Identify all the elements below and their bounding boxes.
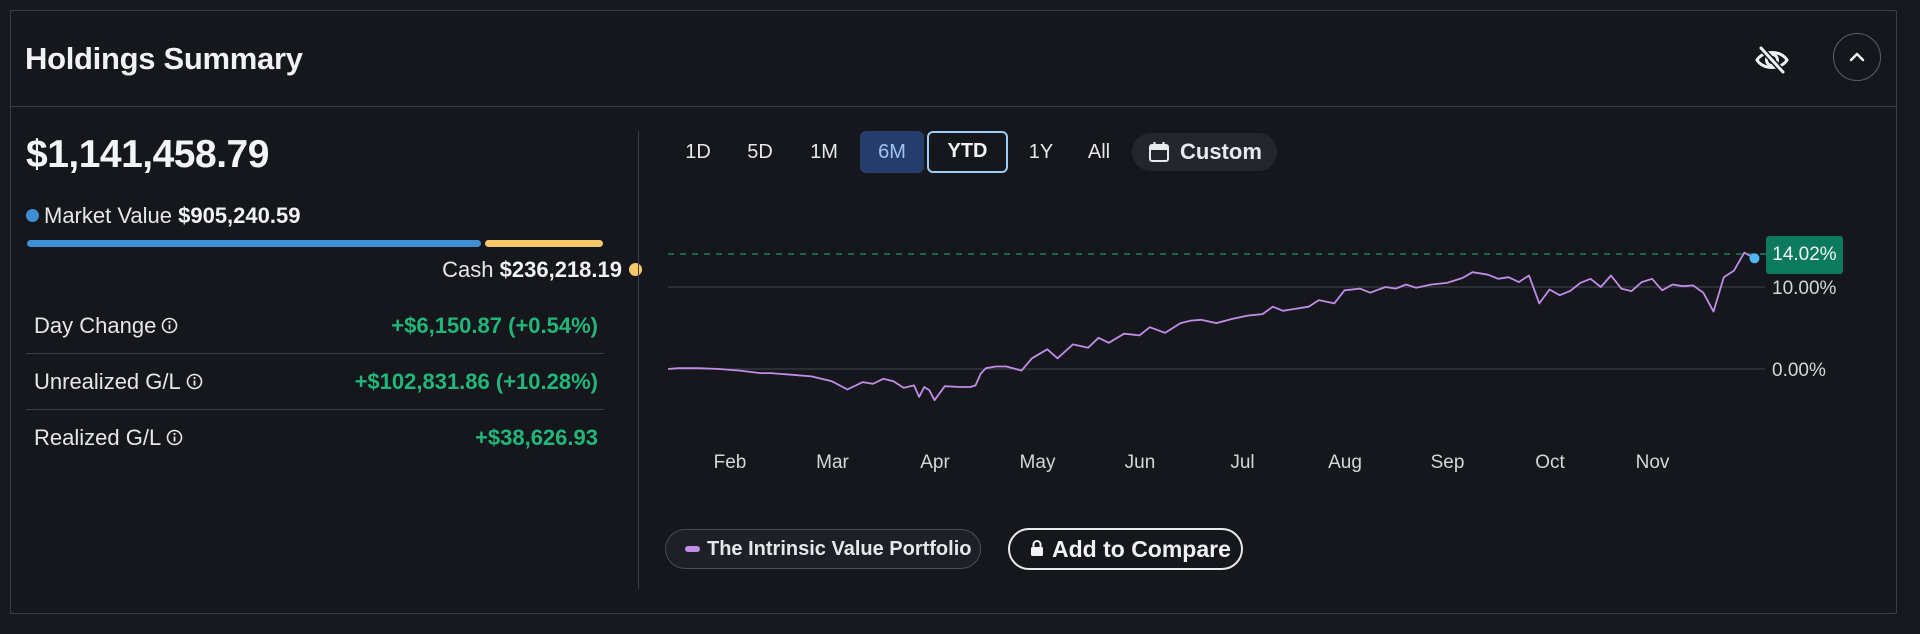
eye-slash-icon	[1755, 45, 1789, 75]
stat-row-unrealized: Unrealized G/L +$102,831.86 (+10.28%)	[26, 354, 604, 410]
day-change-value: +$6,150.87 (+0.54%)	[391, 313, 598, 338]
compare-label: Add to Compare	[1052, 536, 1231, 562]
holdings-summary-card: Holdings Summary	[10, 10, 1897, 614]
x-tick-label: Apr	[920, 452, 950, 473]
info-icon[interactable]	[166, 429, 183, 446]
current-value-tooltip: 14.02%	[1766, 236, 1843, 274]
add-to-compare-button[interactable]: Add to Compare	[1008, 528, 1243, 570]
legend-series-label: The Intrinsic Value Portfolio	[707, 538, 972, 560]
cash-row: Cash $236,218.19	[442, 257, 642, 283]
tab-1y[interactable]: 1Y	[1028, 141, 1054, 163]
x-tick-label: Mar	[816, 452, 849, 473]
collapse-button[interactable]	[1833, 33, 1881, 81]
x-tick-label: Sep	[1431, 452, 1465, 473]
series-end-point	[1749, 253, 1760, 264]
tab-5d[interactable]: 5D	[747, 141, 773, 163]
tab-ytd[interactable]: YTD	[927, 131, 1008, 173]
tab-1m[interactable]: 1M	[810, 141, 838, 163]
cash-label: Cash	[442, 257, 494, 282]
hide-values-button[interactable]	[1752, 44, 1792, 76]
series-line	[667, 251, 1755, 402]
chart-svg: 0.00% 10.00% Feb Mar Apr May Jun Jul Aug Sep Oct No…	[667, 251, 1837, 473]
calendar-icon	[1149, 142, 1169, 162]
realized-label: Realized G/L	[34, 425, 162, 450]
market-value-label: Market Value	[44, 203, 172, 228]
x-tick-label: Aug	[1328, 452, 1362, 473]
stat-row-realized: Realized G/L +$38,626.93	[26, 410, 604, 466]
info-icon[interactable]	[186, 373, 203, 390]
market-value-bar	[27, 240, 481, 247]
card-header: Holdings Summary	[11, 11, 1896, 107]
stat-row-day-change: Day Change +$6,150.87 (+0.54%)	[26, 298, 604, 354]
tab-1d[interactable]: 1D	[685, 141, 711, 163]
cash-bar	[485, 240, 603, 247]
total-value: $1,141,458.79	[26, 133, 269, 176]
info-icon[interactable]	[161, 317, 178, 334]
realized-value: +$38,626.93	[475, 425, 598, 450]
y-tick-label: 10.00%	[1772, 278, 1837, 299]
market-value-amount: $905,240.59	[178, 203, 301, 228]
x-tick-label: Feb	[714, 452, 747, 473]
x-tick-label: Nov	[1636, 452, 1670, 473]
custom-range-button[interactable]: Custom	[1132, 133, 1277, 171]
tab-all[interactable]: All	[1087, 141, 1111, 163]
custom-label: Custom	[1180, 139, 1262, 164]
performance-chart[interactable]: 0.00% 10.00% Feb Mar Apr May Jun Jul Aug Sep Oct No…	[660, 225, 1855, 485]
cash-dot	[629, 263, 642, 276]
lock-icon	[1031, 540, 1043, 556]
unrealized-value: +$102,831.86 (+10.28%)	[354, 369, 598, 394]
card-title: Holdings Summary	[25, 41, 303, 76]
cash-amount: $236,218.19	[499, 257, 622, 282]
unrealized-label: Unrealized G/L	[34, 369, 181, 394]
x-tick-label: May	[1020, 452, 1056, 473]
x-tick-label: Oct	[1535, 452, 1565, 473]
y-tick-label: 0.00%	[1772, 360, 1826, 381]
market-value-dot	[26, 209, 39, 222]
legend-swatch	[685, 546, 700, 552]
tab-6m[interactable]: 6M	[860, 131, 924, 173]
x-tick-label: Jun	[1125, 452, 1156, 473]
day-change-label: Day Change	[34, 313, 157, 338]
x-tick-label: Jul	[1230, 452, 1254, 473]
legend-series-pill[interactable]: The Intrinsic Value Portfolio	[665, 529, 981, 569]
market-value-row: Market Value $905,240.59	[26, 203, 300, 229]
chevron-up-icon	[1849, 52, 1865, 62]
panel-divider	[638, 131, 639, 589]
